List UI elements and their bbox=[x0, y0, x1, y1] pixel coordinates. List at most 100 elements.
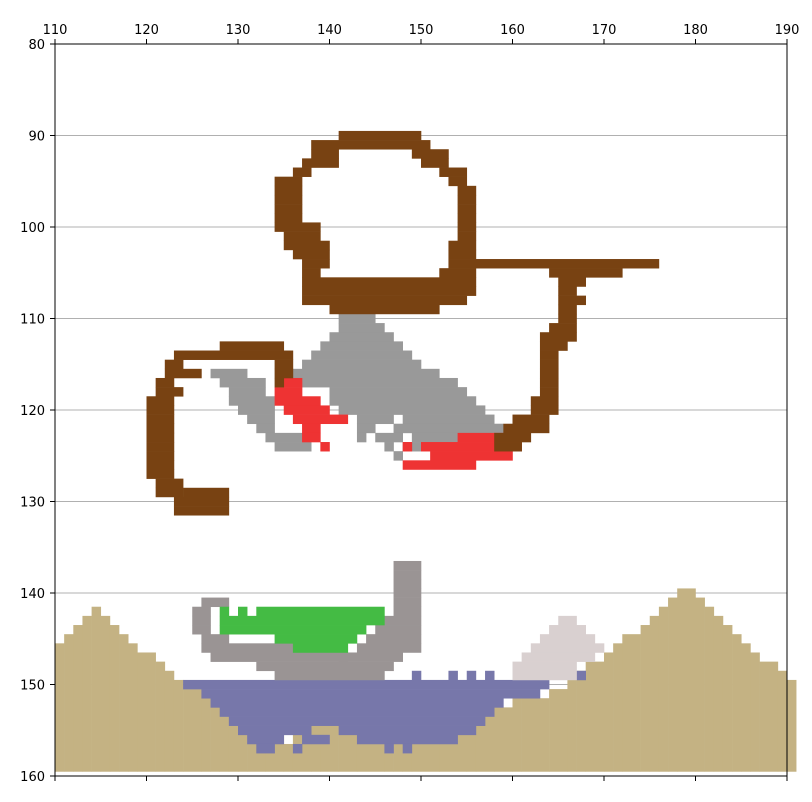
sand-column bbox=[713, 615, 724, 772]
fire-cell bbox=[430, 451, 513, 461]
boat-cell bbox=[356, 643, 422, 653]
sand-column bbox=[384, 753, 394, 772]
snow-cell bbox=[521, 652, 596, 662]
sand-column bbox=[585, 661, 605, 772]
grass-cell bbox=[219, 606, 230, 617]
rope-cell bbox=[558, 313, 577, 324]
rope-cell bbox=[155, 487, 184, 498]
rope-cell bbox=[311, 140, 431, 150]
rope-cell bbox=[146, 451, 175, 461]
y-tick-label: 110 bbox=[20, 313, 45, 328]
rope-cell bbox=[155, 377, 175, 388]
boat-cell bbox=[393, 560, 422, 571]
snow-peak bbox=[512, 615, 605, 681]
rope-cell bbox=[539, 387, 559, 397]
sand-column bbox=[567, 679, 577, 772]
sand-column bbox=[201, 698, 211, 772]
sand-column bbox=[777, 670, 788, 772]
rope-cell bbox=[439, 167, 468, 177]
sand-column bbox=[668, 597, 678, 772]
rope-cell bbox=[292, 249, 330, 260]
rope-cell bbox=[558, 277, 586, 287]
sand-column bbox=[393, 743, 403, 772]
sand-column bbox=[604, 652, 614, 772]
rock-cell bbox=[228, 396, 275, 406]
boat-cell bbox=[393, 588, 422, 598]
rope-cell bbox=[421, 158, 449, 168]
fire-cell bbox=[320, 442, 330, 452]
rock-cell bbox=[393, 451, 403, 461]
water-cell bbox=[228, 716, 486, 726]
x-tick-label: 110 bbox=[43, 23, 68, 38]
rope-cell bbox=[219, 341, 285, 351]
rope-cell bbox=[302, 268, 321, 278]
rock-cell bbox=[338, 313, 376, 324]
boat-cell bbox=[201, 634, 230, 644]
sand-column bbox=[613, 643, 623, 772]
boat-cell bbox=[338, 652, 403, 662]
sand-column bbox=[475, 716, 495, 772]
rope-cell bbox=[457, 194, 477, 205]
rope-cell bbox=[558, 295, 586, 306]
rock-cell bbox=[210, 368, 248, 379]
rope-cell bbox=[155, 387, 184, 397]
rope-cell bbox=[448, 259, 660, 269]
rope-cell bbox=[457, 222, 477, 232]
fire-cell bbox=[402, 460, 477, 470]
rope-cell bbox=[530, 396, 559, 406]
rope-cell bbox=[146, 405, 175, 415]
x-tick-label: 160 bbox=[500, 23, 525, 38]
sand-column bbox=[109, 625, 120, 772]
rope-cell bbox=[164, 368, 202, 379]
rope-cell bbox=[530, 405, 559, 415]
water-cell bbox=[238, 725, 312, 736]
rock-cell bbox=[274, 442, 312, 452]
sand-column bbox=[732, 634, 742, 772]
rock-cell bbox=[256, 423, 275, 434]
sand-column bbox=[494, 707, 513, 772]
sand-column bbox=[576, 670, 586, 772]
rope-cell bbox=[274, 377, 285, 388]
rope-cell bbox=[558, 286, 577, 296]
rope-cell bbox=[183, 487, 230, 498]
fire-cell bbox=[457, 432, 513, 443]
sand-column bbox=[677, 588, 696, 772]
sand-column bbox=[137, 652, 156, 772]
sand-column bbox=[311, 725, 321, 772]
boat-cell bbox=[192, 625, 211, 635]
rope-cell bbox=[539, 341, 568, 351]
rope-cell bbox=[146, 460, 175, 470]
rope-cell bbox=[457, 231, 477, 242]
rock-cell bbox=[356, 423, 376, 434]
rope-cell bbox=[539, 359, 559, 370]
rope-cell bbox=[512, 414, 550, 425]
grass-cell bbox=[256, 606, 385, 617]
rope-cell bbox=[146, 396, 175, 406]
rope-cell bbox=[274, 359, 294, 370]
sand-column bbox=[338, 734, 358, 772]
y-tick-label: 100 bbox=[20, 221, 45, 236]
rope-cell bbox=[283, 240, 330, 251]
water-cell bbox=[183, 679, 550, 690]
sand-column bbox=[741, 643, 751, 772]
rock-cell bbox=[228, 387, 266, 397]
sand-column bbox=[100, 615, 111, 772]
rock-cell bbox=[393, 423, 504, 434]
rock-cell bbox=[329, 387, 468, 397]
rope-cell bbox=[274, 368, 294, 379]
rope-cell bbox=[549, 268, 623, 278]
rock-cell bbox=[320, 341, 403, 351]
boat-cell bbox=[375, 625, 422, 635]
rope-cell bbox=[457, 213, 477, 223]
sand-column bbox=[695, 597, 705, 772]
rope-cell bbox=[448, 240, 477, 251]
rope-cell bbox=[274, 185, 303, 196]
y-tick-label: 90 bbox=[28, 130, 45, 145]
sand-column bbox=[704, 606, 715, 772]
rock-cell bbox=[302, 377, 458, 388]
rope-cell bbox=[494, 442, 522, 452]
fire-cell bbox=[292, 414, 349, 425]
sand-column bbox=[356, 743, 385, 772]
rope-cell bbox=[503, 423, 550, 434]
water-cell bbox=[402, 743, 413, 754]
